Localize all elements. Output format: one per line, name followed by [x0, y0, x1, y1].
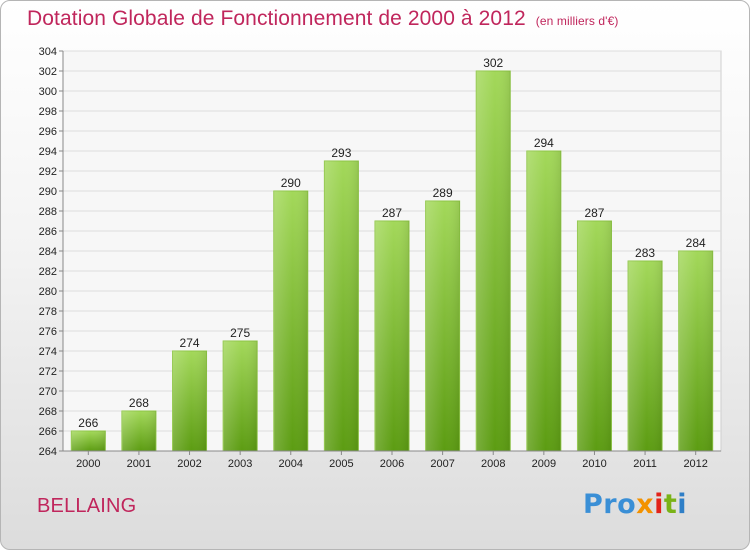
bar-shade	[71, 431, 106, 451]
y-tick-label: 296	[39, 126, 57, 138]
x-tick-label: 2008	[481, 458, 505, 470]
chart-subtitle: (en milliers d'€)	[535, 14, 619, 28]
x-tick-label: 2010	[582, 458, 606, 470]
y-tick-label: 276	[39, 326, 57, 338]
y-tick-label: 280	[39, 286, 57, 298]
y-axis: 264 266 268 270 272 274 276 278 280 282 284 286 288 2…	[39, 46, 64, 458]
proxiti-logo: Proxiti	[583, 489, 687, 520]
y-tick-label: 284	[39, 246, 57, 258]
y-tick-label: 304	[39, 46, 57, 58]
data-label: 294	[534, 136, 554, 150]
data-label: 268	[129, 396, 149, 410]
y-tick-label: 292	[39, 166, 57, 178]
bar-shade	[375, 221, 409, 451]
data-label: 283	[635, 246, 655, 260]
y-tick-label: 294	[39, 146, 57, 158]
y-tick-label: 270	[39, 386, 57, 398]
y-tick-label: 266	[39, 426, 57, 438]
data-label: 289	[433, 186, 453, 200]
logo-part: Pro	[583, 489, 637, 520]
commune-name: BELLAING	[37, 495, 137, 517]
bar-shade	[678, 251, 713, 451]
data-label: 287	[382, 206, 402, 220]
data-label: 293	[331, 146, 351, 160]
y-tick-label: 282	[39, 266, 57, 278]
data-label: 302	[483, 56, 503, 70]
chart-title: Dotation Globale de Fonctionnement de 20…	[27, 7, 618, 31]
logo-part: i	[654, 489, 664, 520]
logo-part: t	[663, 489, 678, 520]
y-tick-label: 264	[39, 446, 57, 458]
bar-shade	[324, 161, 359, 451]
x-tick-label: 2004	[279, 458, 303, 470]
bar-shade	[628, 261, 663, 451]
y-tick-label: 272	[39, 366, 57, 378]
bars: 266 268 274 275 290 293 287 289 302 294 287 283 284	[70, 56, 714, 452]
data-label: 274	[180, 336, 200, 350]
y-tick-label: 302	[39, 66, 57, 78]
data-label: 275	[230, 326, 250, 340]
bar-shade	[476, 71, 511, 451]
data-label: 266	[78, 416, 98, 430]
x-axis: 2000 2001 2002 2003 2004 2005 2006 2007 2008 2009…	[63, 450, 721, 470]
x-tick-label: 2012	[683, 458, 707, 470]
y-tick-label: 286	[39, 226, 57, 238]
x-tick-label: 2001	[127, 458, 151, 470]
bar-shade	[223, 341, 258, 451]
data-label: 287	[584, 206, 604, 220]
bar-shade	[425, 201, 460, 451]
x-tick-label: 2000	[76, 458, 100, 470]
x-tick-label: 2011	[633, 458, 657, 470]
data-label: 284	[686, 236, 706, 250]
x-tick-label: 2002	[177, 458, 201, 470]
chart-title-text: Dotation Globale de Fonctionnement de 20…	[27, 7, 526, 30]
logo-part: i	[677, 489, 688, 520]
logo-part: x	[636, 489, 655, 520]
x-tick-label: 2006	[380, 458, 404, 470]
x-tick-label: 2007	[430, 458, 454, 470]
x-tick-label: 2005	[329, 458, 353, 470]
bar-shade	[526, 151, 561, 451]
y-tick-label: 300	[39, 86, 57, 98]
y-tick-label: 288	[39, 206, 57, 218]
y-tick-label: 278	[39, 306, 57, 318]
bar-shade	[577, 221, 612, 451]
y-tick-label: 298	[39, 106, 57, 118]
y-tick-label: 290	[39, 186, 57, 198]
data-label: 290	[281, 176, 301, 190]
bar-shade	[121, 411, 156, 451]
x-tick-label: 2003	[228, 458, 252, 470]
bar-shade	[172, 351, 207, 451]
bar-shade	[273, 191, 308, 451]
y-tick-label: 268	[39, 406, 57, 418]
y-tick-label: 274	[39, 346, 57, 358]
x-tick-label: 2009	[532, 458, 556, 470]
